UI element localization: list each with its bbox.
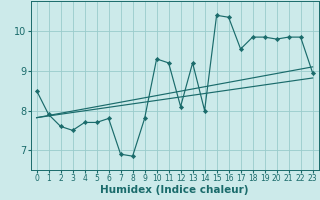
X-axis label: Humidex (Indice chaleur): Humidex (Indice chaleur) [100,185,249,195]
